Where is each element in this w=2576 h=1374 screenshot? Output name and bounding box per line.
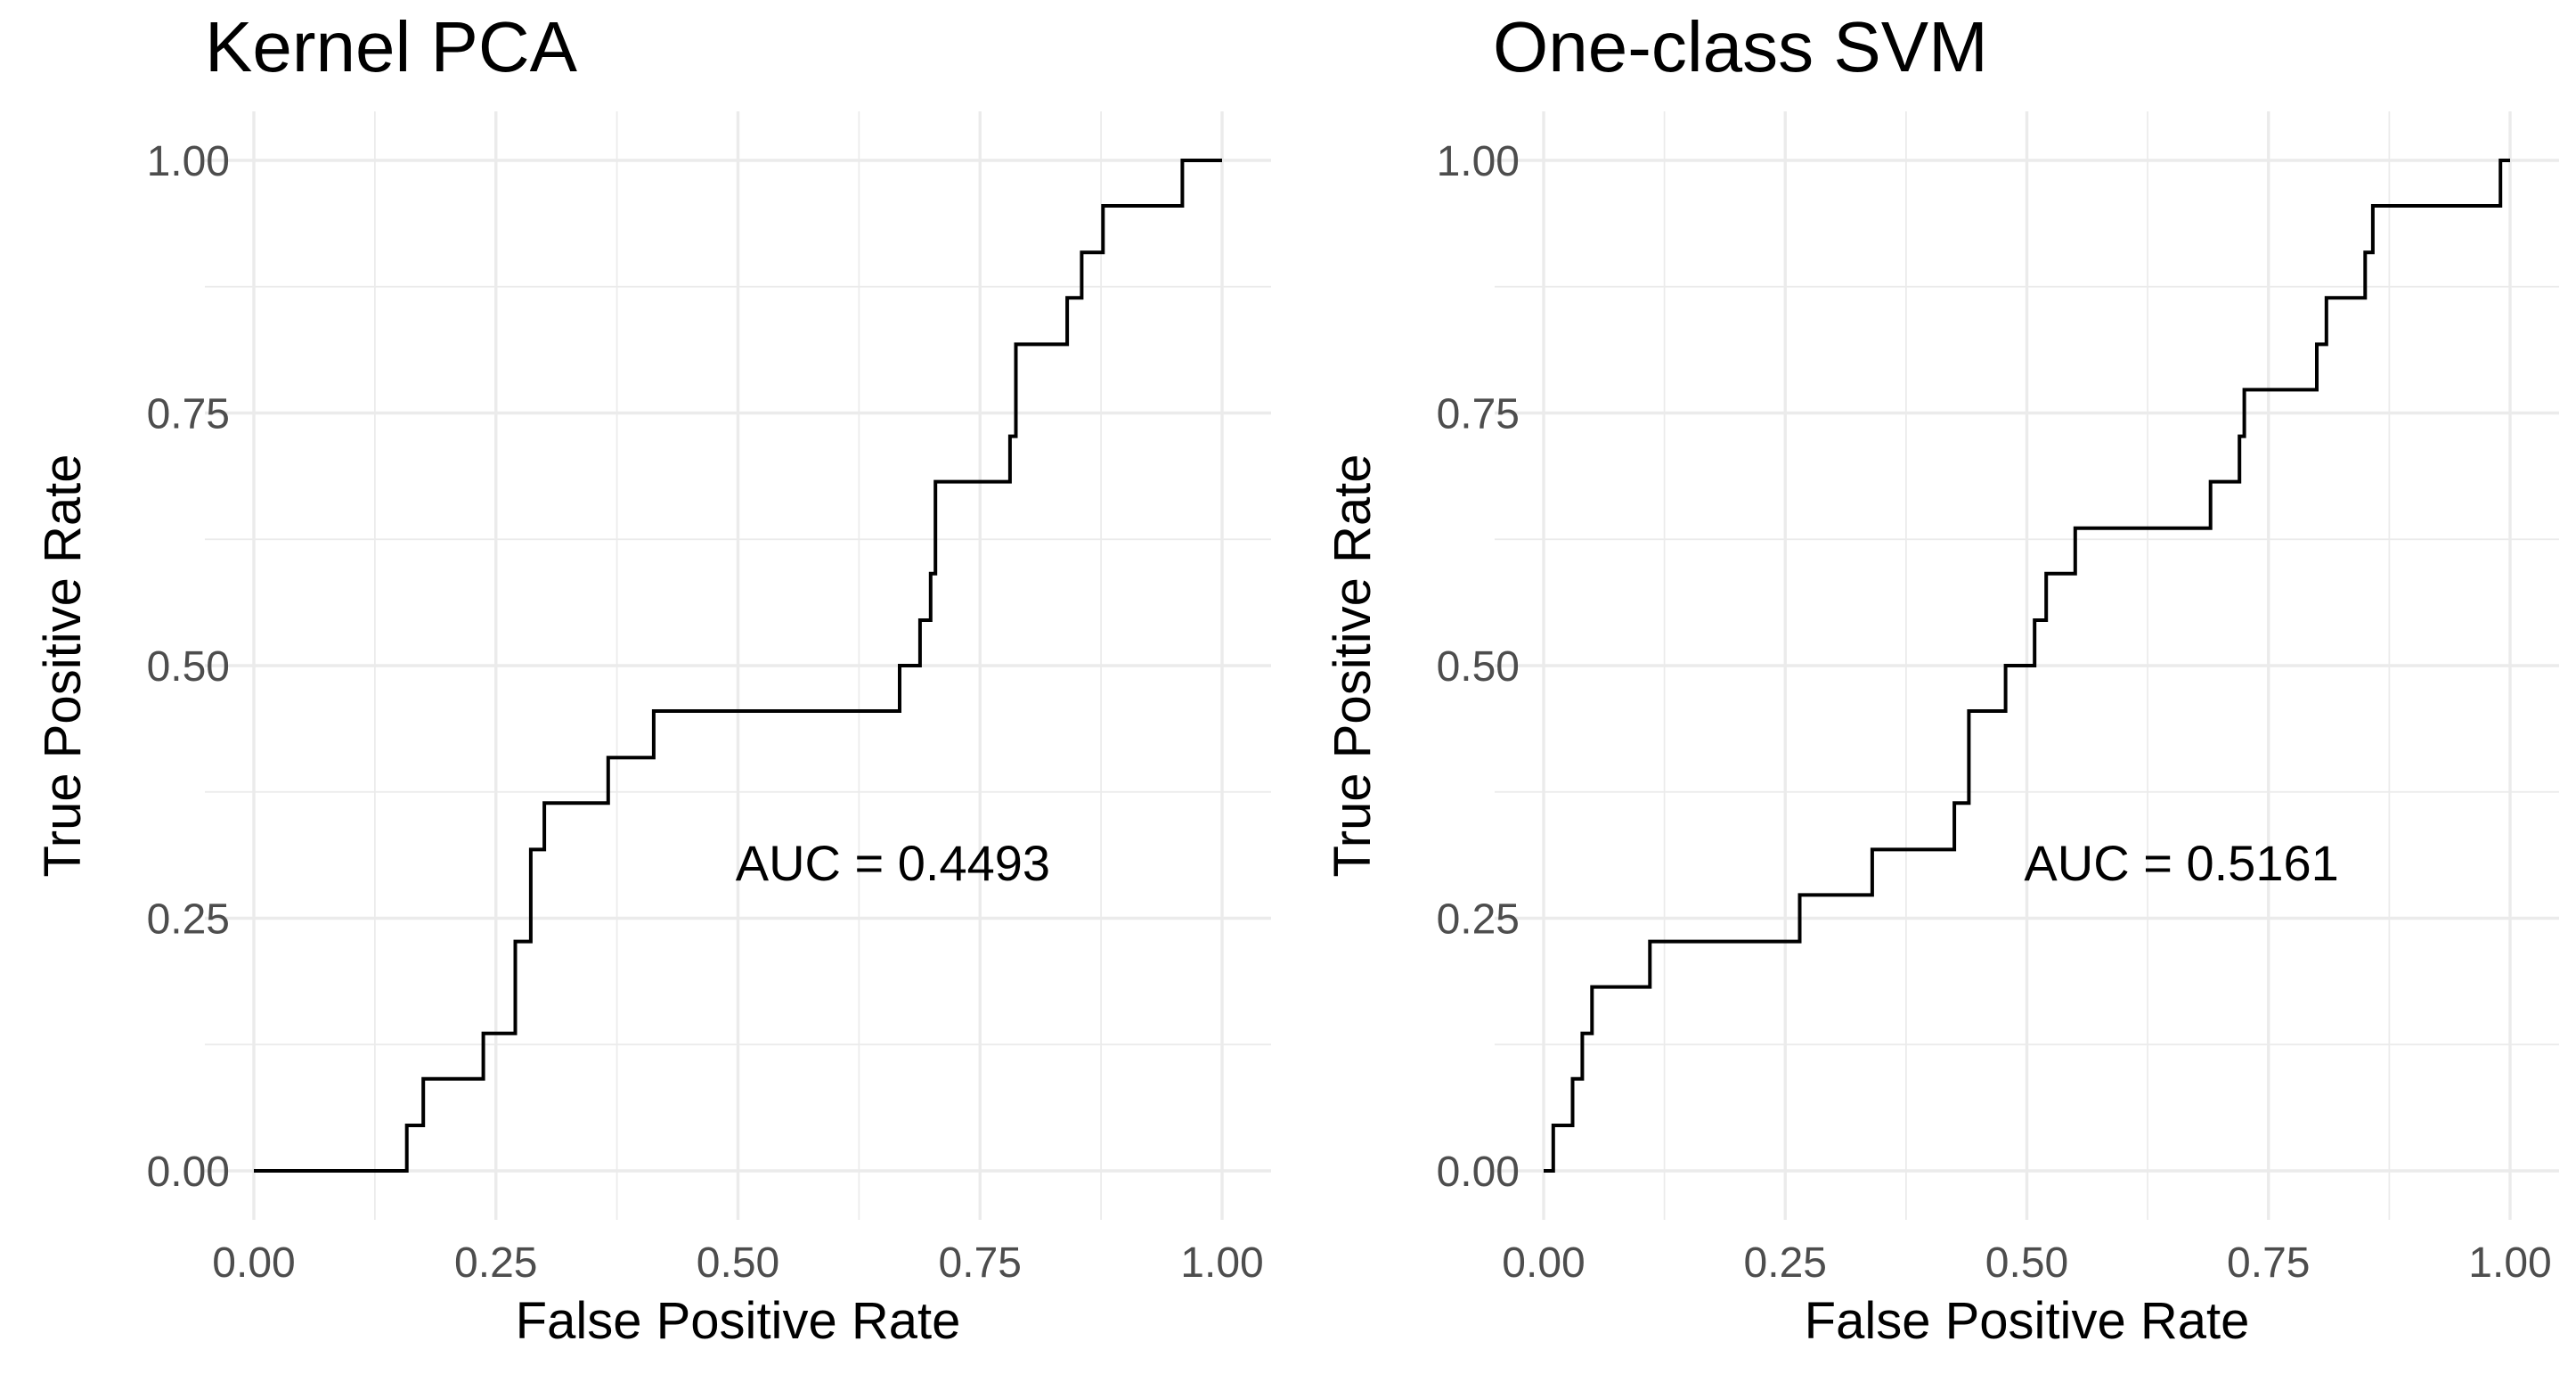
- kernel-pca-x-tick-label: 0.75: [939, 1239, 1022, 1287]
- kernel-pca-y-tick-label: 0.00: [147, 1149, 230, 1196]
- kernel-pca-auc-annotation: AUC = 0.4493: [736, 835, 1050, 891]
- one-class-svm-x-tick-label: 0.25: [1744, 1239, 1827, 1287]
- one-class-svm-y-tick-label: 0.00: [1437, 1149, 1520, 1196]
- one-class-svm-y-axis-title: True Positive Rate: [1324, 454, 1382, 878]
- one-class-svm-roc-curve: [1544, 159, 2510, 1173]
- one-class-svm-auc-annotation: AUC = 0.5161: [2024, 835, 2338, 891]
- kernel-pca-title: Kernel PCA: [205, 7, 578, 86]
- kernel-pca-roc-curve: [254, 159, 1222, 1173]
- kernel-pca-y-tick-label: 0.75: [147, 391, 230, 438]
- kernel-pca-x-axis-title: False Positive Rate: [516, 1292, 961, 1350]
- kernel-pca-y-tick-label: 1.00: [147, 138, 230, 185]
- one-class-svm-x-tick-label: 1.00: [2468, 1239, 2551, 1287]
- panel-one-class-svm: 0.00 0.25 0.50 0.75 1.00 0.00 0.25 0.50 0.75 1.00…: [1324, 7, 2559, 1350]
- one-class-svm-x-tick-label: 0.75: [2227, 1239, 2310, 1287]
- kernel-pca-x-tick-label: 0.25: [454, 1239, 537, 1287]
- one-class-svm-y-tick-label: 0.75: [1437, 391, 1520, 438]
- one-class-svm-x-tick-label: 0.50: [1985, 1239, 2068, 1287]
- kernel-pca-y-tick-label: 0.50: [147, 643, 230, 691]
- one-class-svm-y-tick-label: 0.50: [1437, 643, 1520, 691]
- one-class-svm-x-axis-title: False Positive Rate: [1805, 1292, 2250, 1350]
- kernel-pca-y-axis-title: True Positive Rate: [34, 454, 92, 878]
- one-class-svm-y-tick-label: 1.00: [1437, 138, 1520, 185]
- kernel-pca-x-tick-label: 0.00: [212, 1239, 295, 1287]
- panel-kernel-pca: 0.00 0.25 0.50 0.75 1.00 0.00 0.25 0.50 0.75 1.00…: [34, 7, 1271, 1350]
- kernel-pca-x-tick-label: 1.00: [1180, 1239, 1263, 1287]
- kernel-pca-x-tick-label: 0.50: [697, 1239, 779, 1287]
- one-class-svm-x-tick-label: 0.00: [1502, 1239, 1585, 1287]
- one-class-svm-y-tick-label: 0.25: [1437, 896, 1520, 944]
- kernel-pca-y-tick-label: 0.25: [147, 896, 230, 944]
- one-class-svm-title: One-class SVM: [1493, 7, 1988, 86]
